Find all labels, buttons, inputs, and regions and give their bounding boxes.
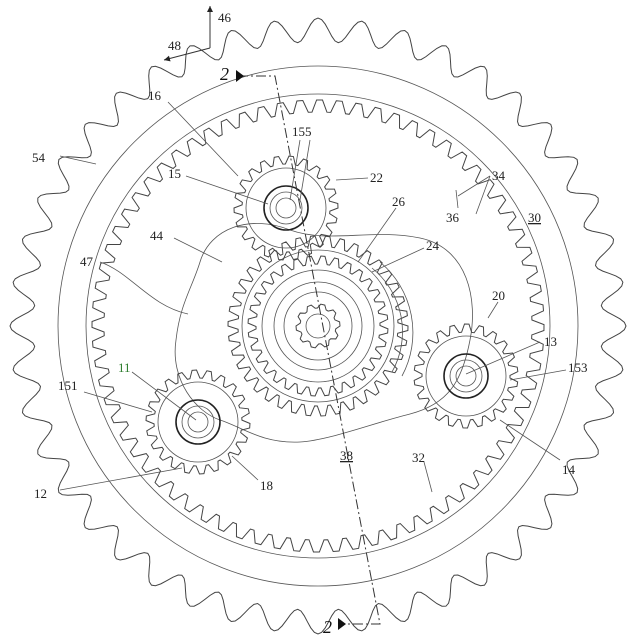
leader-16 [167,101,239,177]
leader-20 [487,301,499,319]
leader-34-a [457,175,491,197]
section-line: 2 2 [220,64,381,637]
planet-right-pin [455,365,477,387]
hub-ring-3 [283,291,353,361]
axis-48-arrow [163,47,211,62]
planet-top-pin [275,197,297,219]
ref-47: 47 [80,254,94,269]
planet-right-bearing-inner [449,359,483,393]
center-bore [305,313,331,339]
section-marker-top: 2 [220,64,229,84]
planet-top-bearing-outer [263,185,309,231]
ref-46: 46 [218,10,232,25]
reference-numerals: 16 155 54 15 22 34 36 30 26 44 24 47 20 … [32,88,588,501]
planet-left-bearing-inner [181,405,215,439]
ref-22: 22 [370,170,383,185]
planet-right-body [425,335,507,417]
ref-26: 26 [392,194,406,209]
leader-12 [59,467,183,491]
leader-47 [99,261,189,315]
ref-14: 14 [562,462,576,477]
section-arrow-top [236,70,244,82]
hub-ring-1 [261,269,375,383]
ref-18: 18 [260,478,273,493]
outer-scalloped-ring [9,17,627,635]
leader-155-a [289,139,301,201]
sun-gear-inner-teeth [247,255,389,397]
gear-geometry [9,17,627,635]
ring-gear-teeth [91,99,545,553]
hub-arc-slot [371,267,403,373]
planet-left-body [157,381,239,463]
ref-15: 15 [168,166,181,181]
leader-11 [131,371,197,421]
ref-153: 153 [568,360,588,375]
leader-26 [357,207,397,263]
planet-left-bearing-outer [175,399,221,445]
planet-top-bearing-inner [269,191,303,225]
section-cut-line [238,75,381,625]
ring-gear-outer-circle [85,93,551,559]
planet-right-bearing-outer [443,353,489,399]
planet-left-teeth [145,369,251,475]
leader-34-b [475,175,491,215]
ref-24: 24 [426,238,440,253]
ref-11: 11 [118,360,131,375]
planet-top-body [245,167,327,249]
axis-indicator: 46 48 [163,6,232,62]
ref-44: 44 [150,228,164,243]
ref-13: 13 [544,334,557,349]
leader-151 [83,391,153,413]
leader-18 [231,455,259,481]
planet-right-teeth [413,323,519,429]
leader-155-b [299,139,311,201]
leader-15 [185,175,269,205]
leader-36 [455,189,459,209]
hub-ring-2 [273,281,363,371]
ref-151: 151 [58,378,78,393]
leader-13 [465,341,541,375]
ref-16: 16 [148,88,162,103]
leader-32 [423,461,433,493]
ref-34: 34 [492,168,506,183]
ref-36: 36 [446,210,460,225]
leader-153 [509,369,567,381]
planet-left-pin [187,411,209,433]
leader-14 [499,419,561,461]
ref-38: 38 [340,448,353,463]
leader-lines [59,101,567,493]
ref-32: 32 [412,450,425,465]
leader-22 [335,177,369,181]
hub-arc-slot-outer [379,261,414,377]
ref-48: 48 [168,38,181,53]
center-spline [295,303,341,349]
ref-20: 20 [492,288,505,303]
leader-24 [371,247,425,273]
section-arrow-bottom [338,618,346,630]
ref-155: 155 [292,124,312,139]
outer-rim-circle [57,65,579,587]
ref-12: 12 [34,486,47,501]
ref-54: 54 [32,150,46,165]
leader-44 [173,237,223,263]
sun-gear-ring [241,249,395,403]
carrier-plate-outline [174,223,473,443]
planet-top-teeth [233,155,339,261]
ref-30: 30 [528,210,541,225]
section-marker-bottom: 2 [323,617,332,637]
leader-54 [59,155,97,165]
